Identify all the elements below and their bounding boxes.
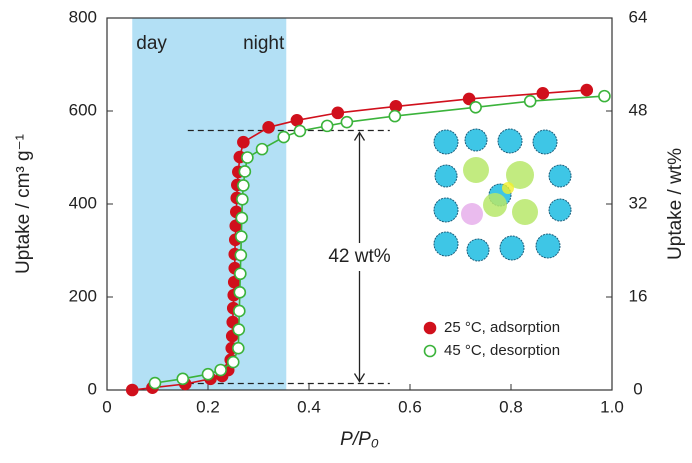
data-point xyxy=(236,212,247,223)
annotation: 42 wt% xyxy=(328,246,390,267)
data-point xyxy=(203,369,214,380)
data-point xyxy=(599,91,610,102)
x-tick-label: 0.6 xyxy=(398,397,422,416)
y2-tick-label: 32 xyxy=(629,193,648,212)
data-point xyxy=(525,96,536,107)
chart: day night 0 0.2 0.4 0.6 0.8 1.0 0 200 400 600 800 0 16… xyxy=(0,0,692,463)
data-point xyxy=(322,120,333,131)
data-point xyxy=(263,122,274,133)
data-point xyxy=(291,115,302,126)
data-point xyxy=(537,88,548,99)
data-point xyxy=(236,231,247,242)
y2-tick-label: 64 xyxy=(629,7,648,26)
y-axis-title: Uptake / cm³ g⁻¹ xyxy=(13,134,34,274)
x-axis-title: P/P₀ xyxy=(340,429,379,450)
data-point xyxy=(332,107,343,118)
shade-label: night xyxy=(243,33,285,54)
y-tick-label: 200 xyxy=(69,286,97,305)
x-tick-label: 0.8 xyxy=(499,397,523,416)
data-point xyxy=(233,324,244,335)
data-point xyxy=(215,365,226,376)
x-tick-label: 0.2 xyxy=(196,397,220,416)
shade-label: day xyxy=(136,33,167,54)
data-point xyxy=(149,378,160,389)
data-point xyxy=(278,132,289,143)
y2-tick-label: 0 xyxy=(633,379,642,398)
data-point xyxy=(237,194,248,205)
data-point xyxy=(581,85,592,96)
y-tick-label: 400 xyxy=(69,193,97,212)
legend-label: 25 °C, adsorption xyxy=(444,319,560,336)
data-point xyxy=(389,111,400,122)
data-point xyxy=(177,373,188,384)
legend-marker xyxy=(425,346,436,357)
inset-structure xyxy=(432,128,572,268)
y-tick-label: 800 xyxy=(69,7,97,26)
y-tick-label: 600 xyxy=(69,100,97,119)
data-point xyxy=(233,343,244,354)
y2-tick-label: 16 xyxy=(629,286,648,305)
data-point xyxy=(294,125,305,136)
data-point xyxy=(235,250,246,261)
shade xyxy=(132,18,286,390)
x-tick-label: 0.4 xyxy=(297,397,321,416)
data-point xyxy=(242,152,253,163)
data-point xyxy=(234,305,245,316)
y2-tick-label: 48 xyxy=(629,100,648,119)
data-point xyxy=(238,137,249,148)
data-point xyxy=(235,268,246,279)
y-tick-label: 0 xyxy=(88,379,97,398)
legend-marker xyxy=(425,323,436,334)
x-tick-label: 0 xyxy=(102,397,111,416)
data-point xyxy=(239,166,250,177)
data-point xyxy=(234,287,245,298)
legend-label: 45 °C, desorption xyxy=(444,342,560,359)
data-point xyxy=(470,102,481,113)
data-point xyxy=(228,357,239,368)
data-point xyxy=(127,385,138,396)
data-point xyxy=(238,180,249,191)
data-point xyxy=(257,144,268,155)
y2-axis-title: Uptake / wt% xyxy=(665,148,686,260)
x-tick-label: 1.0 xyxy=(600,397,624,416)
data-point xyxy=(341,117,352,128)
